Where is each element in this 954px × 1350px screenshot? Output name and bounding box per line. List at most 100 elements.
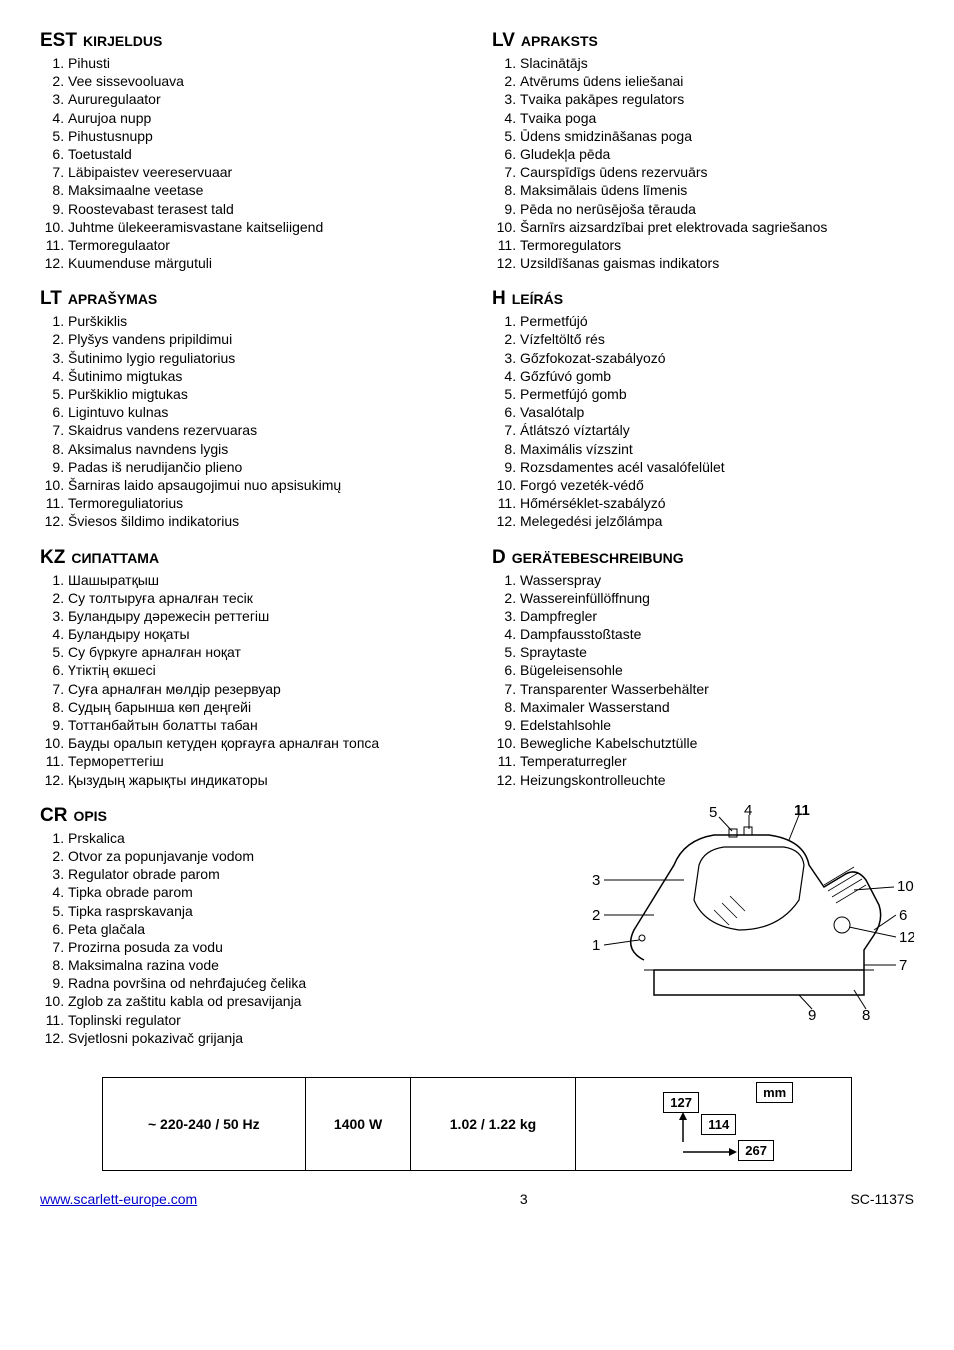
left-column: EST KIRJELDUSPihustiVee sissevooluavaAur… <box>40 30 462 1063</box>
diagram-label-10: 10 <box>897 878 914 895</box>
section-header-lt: LT APRAŠYMAS <box>40 288 462 310</box>
list-item: Prskalica <box>68 829 462 847</box>
list-item: Maximaler Wasserstand <box>520 698 914 716</box>
spec-table: ~ 220-240 / 50 Hz 1400 W 1.02 / 1.22 kg … <box>102 1077 852 1171</box>
spec-dimensions: mm 127 114 267 <box>575 1078 852 1171</box>
list-item: Peta glačala <box>68 920 462 938</box>
list-item: Шашыратқыш <box>68 571 462 589</box>
list-item: Бауды оралып кетуден қорғауға арналған т… <box>68 734 462 752</box>
diagram-label-5: 5 <box>709 805 717 821</box>
list-item: Radna površina od nehrđajućeg čelika <box>68 974 462 992</box>
list-item: Aurujoa nupp <box>68 109 462 127</box>
list-item: Буландыру дәрежесін реттегіш <box>68 607 462 625</box>
list-item: Átlátszó víztartály <box>520 421 914 439</box>
list-item: Ligintuvo kulnas <box>68 403 462 421</box>
diagram-label-7: 7 <box>899 957 907 974</box>
list-item: Tvaika poga <box>520 109 914 127</box>
section-label: GERÄTEBESCHREIBUNG <box>512 550 684 566</box>
list-item: Termoregulators <box>520 236 914 254</box>
list-item: Forgó vezeték-védő <box>520 476 914 494</box>
list-item: Dampfregler <box>520 607 914 625</box>
list-item: Toetustald <box>68 145 462 163</box>
section-label: СИПАТТАМА <box>71 550 159 566</box>
section-header-lv: LV APRAKSTS <box>492 30 914 52</box>
parts-list-h: PermetfújóVízfeltöltő résGőzfokozat-szab… <box>492 312 914 530</box>
list-item: Purškiklio migtukas <box>68 385 462 403</box>
list-item: Juhtme ülekeeramisvastane kaitseliigend <box>68 218 462 236</box>
list-item: Slacinātājs <box>520 54 914 72</box>
list-item: Судың барынша көп деңгейі <box>68 698 462 716</box>
iron-diagram: 1 2 3 4 5 6 7 8 9 10 11 12 <box>492 805 914 1025</box>
diagram-label-4: 4 <box>744 805 752 819</box>
list-item: Bügeleisensohle <box>520 661 914 679</box>
section-header-est: EST KIRJELDUS <box>40 30 462 52</box>
list-item: Padas iš nerudijančio plieno <box>68 458 462 476</box>
parts-list-kz: ШашыратқышСу толтыруға арналған тесікБул… <box>40 571 462 789</box>
spec-power: 1400 W <box>305 1078 411 1171</box>
list-item: Permetfújó gomb <box>520 385 914 403</box>
list-item: Су толтыруға арналған тесік <box>68 589 462 607</box>
list-item: Ūdens smidzināšanas poga <box>520 127 914 145</box>
diagram-label-3: 3 <box>592 872 600 889</box>
list-item: Otvor za popunjavanje vodom <box>68 847 462 865</box>
list-item: Temperaturregler <box>520 752 914 770</box>
list-item: Gőzfokozat-szabályozó <box>520 349 914 367</box>
list-item: Spraytaste <box>520 643 914 661</box>
parts-list-d: WassersprayWassereinfüllöffnungDampfregl… <box>492 571 914 789</box>
list-item: Үтіктің өкшесі <box>68 661 462 679</box>
section-label: KIRJELDUS <box>83 33 162 49</box>
list-item: Maksimalna razina vode <box>68 956 462 974</box>
section-header-d: D GERÄTEBESCHREIBUNG <box>492 547 914 569</box>
list-item: Šutinimo migtukas <box>68 367 462 385</box>
list-item: Zglob za zaštitu kabla od presavijanja <box>68 992 462 1010</box>
section-label: OPIS <box>73 808 106 824</box>
section-code: D <box>492 547 506 569</box>
list-item: Wassereinfüllöffnung <box>520 589 914 607</box>
right-column: LV APRAKSTS SlacinātājsAtvērums ūdens iel… <box>492 30 914 1063</box>
list-item: Tvaika pakāpes regulators <box>520 90 914 108</box>
list-item: Суға арналған мөлдір резервуар <box>68 680 462 698</box>
section-code: LT <box>40 288 62 310</box>
list-item: Skaidrus vandens rezervuaras <box>68 421 462 439</box>
list-item: Rozsdamentes acél vasalófelület <box>520 458 914 476</box>
list-item: Atvērums ūdens ieliešanai <box>520 72 914 90</box>
footer-page: 3 <box>520 1191 528 1207</box>
list-item: Pēda no nerūsējoša tērauda <box>520 200 914 218</box>
list-item: Bewegliche Kabelschutztülle <box>520 734 914 752</box>
content-columns: EST KIRJELDUSPihustiVee sissevooluavaAur… <box>40 30 914 1063</box>
section-code: KZ <box>40 547 65 569</box>
list-item: Roostevabast terasest tald <box>68 200 462 218</box>
list-item: Tipka obrade parom <box>68 883 462 901</box>
list-item: Hőmérséklet-szabályzó <box>520 494 914 512</box>
list-item: Šviesos šildimo indikatorius <box>68 512 462 530</box>
list-item: Šarnīrs aizsardzībai pret elektrovada sa… <box>520 218 914 236</box>
list-item: Vasalótalp <box>520 403 914 421</box>
list-item: Aksimalus navndens lygis <box>68 440 462 458</box>
list-item: Termoregulaator <box>68 236 462 254</box>
list-item: Vízfeltöltő rés <box>520 330 914 348</box>
diagram-label-9: 9 <box>808 1007 816 1024</box>
list-item: Prozirna posuda za vodu <box>68 938 462 956</box>
parts-list-cr: PrskalicaOtvor za popunjavanje vodomRegu… <box>40 829 462 1047</box>
list-item: Regulator obrade parom <box>68 865 462 883</box>
list-item: Caurspīdīgs ūdens rezervuārs <box>520 163 914 181</box>
list-item: Šarniras laido apsaugojimui nuo apsisuki… <box>68 476 462 494</box>
list-item: Тоттанбайтын болатты табан <box>68 716 462 734</box>
list-item: Буландыру ноқаты <box>68 625 462 643</box>
list-item: Aururegulaator <box>68 90 462 108</box>
list-item: Су бүркуге арналған ноқат <box>68 643 462 661</box>
footer-url[interactable]: www.scarlett-europe.com <box>40 1191 197 1207</box>
list-item: Wasserspray <box>520 571 914 589</box>
list-item: Термореттегіш <box>68 752 462 770</box>
list-item: Läbipaistev veereservuaar <box>68 163 462 181</box>
section-header-kz: KZ СИПАТТАМА <box>40 547 462 569</box>
list-item: Қызудың жарықты индикаторы <box>68 771 462 789</box>
list-item: Gőzfúvó gomb <box>520 367 914 385</box>
list-item: Šutinimo lygio reguliatorius <box>68 349 462 367</box>
diagram-label-11: 11 <box>794 805 810 819</box>
list-item: Transparenter Wasserbehälter <box>520 680 914 698</box>
section-label: LEÍRÁS <box>512 291 563 307</box>
diagram-label-8: 8 <box>862 1007 870 1024</box>
diagram-label-2: 2 <box>592 907 600 924</box>
page-footer: www.scarlett-europe.com 3 SC-1137S <box>40 1191 914 1207</box>
